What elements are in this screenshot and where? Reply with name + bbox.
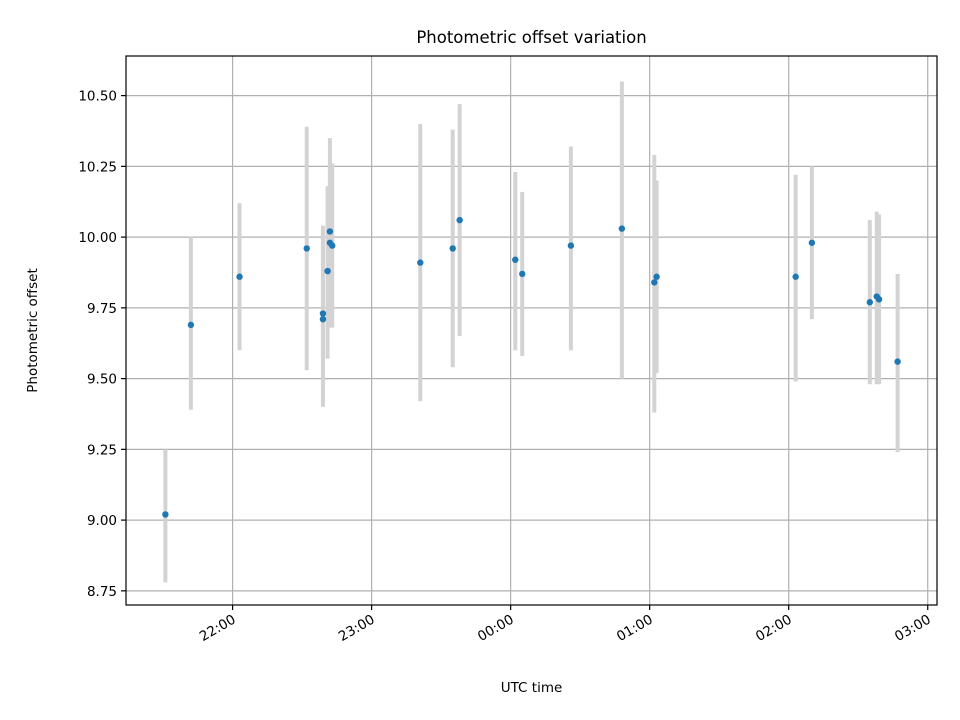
plot-frame (125, 55, 938, 606)
grid (126, 56, 937, 605)
data-point (618, 225, 626, 232)
data-point (651, 279, 658, 286)
x-tick-label: 22:00 (197, 612, 239, 645)
x-tick-label: 01:00 (614, 612, 656, 645)
data-point (894, 358, 901, 365)
data-point (456, 216, 463, 224)
data-point (162, 511, 169, 518)
x-tick-label: 23:00 (336, 612, 378, 645)
data-point (519, 270, 526, 278)
data-point (236, 273, 243, 280)
x-tick-label: 00:00 (475, 612, 517, 645)
y-tick-label: 10.00 (78, 230, 117, 246)
y-tick-label: 9.25 (87, 442, 117, 458)
data-point (808, 239, 816, 246)
error-bars (163, 81, 900, 583)
data-point (653, 273, 660, 280)
data-point (512, 256, 519, 263)
axis-ticks: 8.75 9.00 9.25 9.50 9.75 10.00 10.25 10.50 22:00… (78, 89, 933, 645)
y-tick-label: 9.75 (87, 301, 117, 317)
data-point (417, 259, 424, 266)
data-point (319, 315, 327, 323)
y-tick-label: 9.50 (87, 372, 117, 388)
data-point (319, 310, 327, 317)
x-tick-label: 02:00 (753, 612, 795, 645)
data-point (326, 228, 334, 235)
data-point (866, 299, 874, 306)
data-point (875, 296, 883, 303)
data-point (324, 267, 331, 275)
data-points (162, 216, 901, 518)
y-axis-label: Photometric offset (25, 268, 41, 392)
y-tick-label: 8.75 (87, 584, 117, 600)
x-tick-label: 03:00 (892, 612, 934, 645)
data-point (567, 242, 575, 249)
chart-title: Photometric offset variation (416, 28, 646, 47)
y-tick-label: 10.25 (78, 159, 117, 175)
data-point (303, 245, 310, 252)
y-tick-label: 9.00 (87, 513, 117, 529)
data-point (792, 273, 799, 280)
x-axis-label: UTC time (501, 680, 563, 696)
data-point (329, 242, 336, 249)
data-point (449, 245, 456, 252)
data-point (187, 321, 195, 329)
y-tick-label: 10.50 (78, 89, 117, 105)
